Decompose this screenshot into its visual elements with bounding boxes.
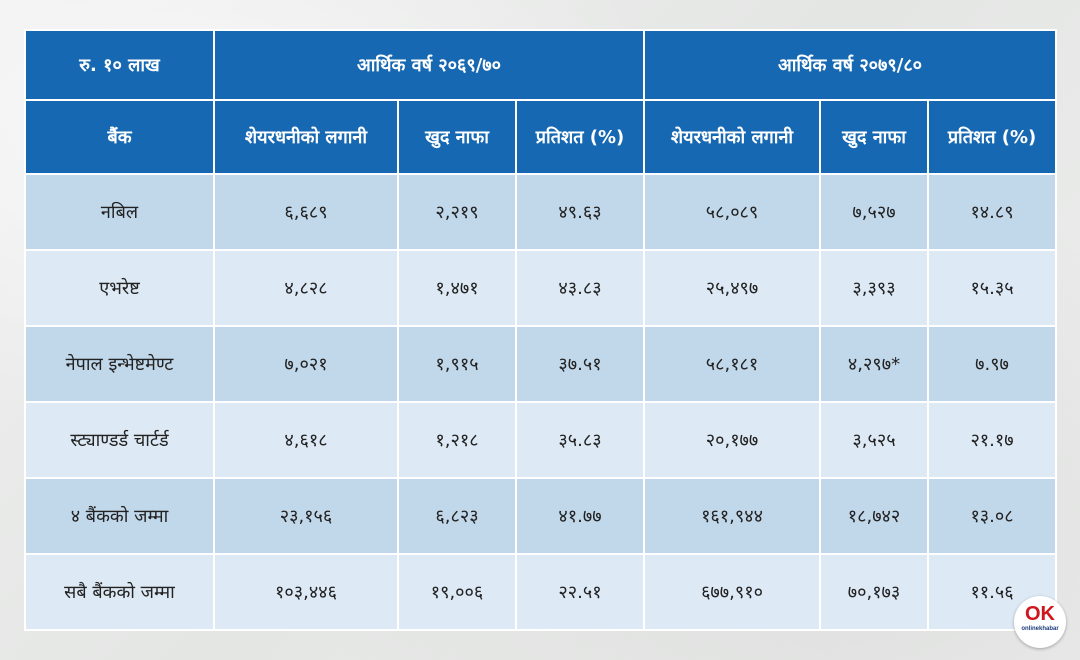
col-header-profit-a: खुद नाफा [397,99,517,175]
logo-text: onlinekhabar [1021,626,1059,632]
cell-b-inv: २५,४९७ [643,249,822,327]
cell-a-pct: ४१.७७ [514,477,646,555]
cell-a-profit: १,९१५ [397,325,517,403]
table-body: नबिल ६,६८९ २,२१९ ४९.६३ ५८,०८९ ७,५२७ १४.८९ एभरेष… [24,173,1058,631]
cell-bank: सबै बैंकको जम्मा [24,553,215,631]
cell-bank: नेपाल इन्भेष्टमेण्ट [24,325,215,403]
cell-a-pct: ३५.८३ [514,401,646,479]
cell-bank: स्ट्याण्डर्ड चार्टर्ड [24,401,215,479]
cell-a-pct: ४३.८३ [514,249,646,327]
bank-profit-table: रु. १० लाख आर्थिक वर्ष २०६९/७० आर्थिक वर… [24,29,1058,631]
cell-b-pct: ७.९७ [927,325,1058,403]
cell-a-profit: १९,००६ [397,553,517,631]
cell-a-profit: १,४७१ [397,249,517,327]
col-header-percent-a: प्रतिशत (%) [514,99,646,175]
cell-b-pct: १४.८९ [927,173,1058,251]
unit-label: रु. १० लाख [24,29,215,101]
cell-b-inv: २०,१७७ [643,401,822,479]
header-row-columns: बैंक शेयरधनीको लगानी खुद नाफा प्रतिशत (%… [24,99,1058,175]
cell-a-inv: ४,६१८ [213,401,399,479]
col-header-bank: बैंक [24,99,215,175]
cell-a-profit: ६,८२३ [397,477,517,555]
col-header-investment-b: शेयरधनीको लगानी [643,99,822,175]
col-header-profit-b: खुद नाफा [819,99,930,175]
cell-a-inv: ४,८२८ [213,249,399,327]
cell-a-inv: १०३,४४६ [213,553,399,631]
cell-a-profit: १,२१८ [397,401,517,479]
table-row: नेपाल इन्भेष्टमेण्ट ७,०२१ १,९१५ ३७.५१ ५८,१८१… [24,325,1058,403]
cell-bank: ४ बैंकको जम्मा [24,477,215,555]
cell-b-profit: १८,७४२ [819,477,930,555]
cell-b-profit: ४,२९७* [819,325,930,403]
cell-b-pct: २१.१७ [927,401,1058,479]
table-row: सबै बैंकको जम्मा १०३,४४६ १९,००६ २२.५१ ६७७,९१… [24,553,1058,631]
cell-a-pct: ३७.५१ [514,325,646,403]
logo-mark: OK [1025,603,1055,625]
cell-bank: नबिल [24,173,215,251]
cell-b-inv: १६१,९४४ [643,477,822,555]
table-row: नबिल ६,६८९ २,२१९ ४९.६३ ५८,०८९ ७,५२७ १४.८९ [24,173,1058,251]
cell-b-profit: ७,५२७ [819,173,930,251]
col-header-investment-a: शेयरधनीको लगानी [213,99,399,175]
group-header-fy-2079-80: आर्थिक वर्ष २०७९/८० [643,29,1058,101]
table-row: ४ बैंकको जम्मा २३,१५६ ६,८२३ ४१.७७ १६१,९४४ १८,… [24,477,1058,555]
cell-b-profit: ३,३९३ [819,249,930,327]
cell-bank: एभरेष्ट [24,249,215,327]
table-row: एभरेष्ट ४,८२८ १,४७१ ४३.८३ २५,४९७ ३,३९३ १५.३५ [24,249,1058,327]
header-row-groups: रु. १० लाख आर्थिक वर्ष २०६९/७० आर्थिक वर… [24,29,1058,101]
cell-b-pct: १५.३५ [927,249,1058,327]
cell-a-inv: २३,१५६ [213,477,399,555]
cell-b-inv: ५८,१८१ [643,325,822,403]
cell-a-inv: ७,०२१ [213,325,399,403]
cell-b-inv: ५८,०८९ [643,173,822,251]
cell-b-profit: ३,५२५ [819,401,930,479]
cell-a-profit: २,२१९ [397,173,517,251]
cell-b-pct: १३.०८ [927,477,1058,555]
onlinekhabar-logo: OK onlinekhabar [1014,596,1066,648]
table-row: स्ट्याण्डर्ड चार्टर्ड ४,६१८ १,२१८ ३५.८३ २०,१… [24,401,1058,479]
cell-b-profit: ७०,१७३ [819,553,930,631]
cell-a-pct: २२.५१ [514,553,646,631]
group-header-fy-2069-70: आर्थिक वर्ष २०६९/७० [212,29,646,101]
cell-a-pct: ४९.६३ [514,173,646,251]
cell-b-inv: ६७७,९१० [643,553,822,631]
col-header-percent-b: प्रतिशत (%) [927,99,1058,175]
cell-a-inv: ६,६८९ [213,173,399,251]
